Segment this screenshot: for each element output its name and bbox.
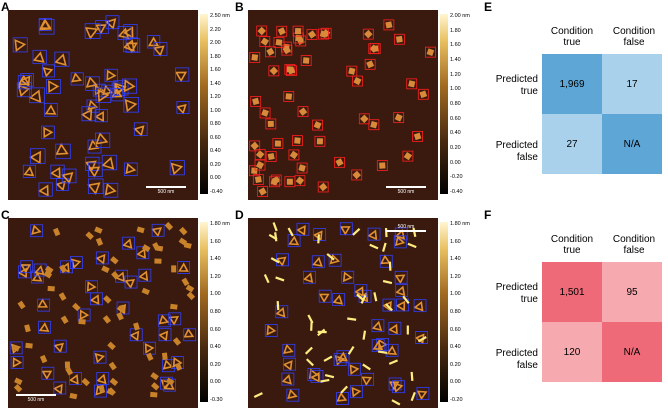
colorbar-tick-label: 1.00: [210, 107, 221, 114]
colorbar-tick-label: -0.20: [450, 397, 463, 403]
colorbar-tick-label: 1.80 nm: [450, 221, 470, 227]
colorbar-d: [440, 222, 448, 402]
colorbar-tick-label: 0.00: [450, 379, 461, 386]
colorbar-c: [200, 222, 208, 402]
cell-false-positive: 95: [602, 262, 662, 322]
colorbar-tick-label: 2.50 nm: [210, 13, 230, 19]
colorbar-tick-label: 1.40: [450, 57, 461, 63]
cell-false-negative: 120: [542, 322, 602, 382]
colorbar-b: [440, 14, 448, 194]
colorbar-tick-label: 0.80: [210, 309, 221, 315]
confusion-matrix-f: Condition true Condition false Predicted…: [480, 218, 668, 408]
colorbar-tick-label: 0.20: [210, 361, 221, 368]
colorbar-tick-label: 0.20: [210, 161, 221, 168]
scale-bar-c: 500 nm: [16, 394, 56, 403]
colorbar-tick-label: 1.00: [450, 86, 461, 93]
cell-false-negative: 27: [542, 114, 602, 174]
colorbar-tick-label: 0.40: [450, 130, 461, 137]
colorbar-tick-label: 1.80: [450, 27, 461, 34]
col-header-condition-false: Condition false: [612, 26, 656, 48]
row-header-predicted-true: Predicted true: [495, 74, 538, 97]
colorbar-tick-label: 1.80: [210, 53, 221, 60]
cell-true-negative: N/A: [602, 322, 662, 382]
afm-image-d: 500 nm: [248, 218, 438, 408]
colorbar-ticks-b: 2.00 nm 1.80 1.60 1.40 1.20 1.00 0.80 0.60 0.40 0…: [450, 13, 474, 195]
colorbar-tick-label: 0.00: [210, 175, 221, 182]
colorbar-tick-label: 1.60: [450, 238, 461, 245]
colorbar-tick-label: -0.40: [210, 189, 223, 195]
colorbar-tick-label: 1.60: [210, 67, 221, 74]
panel-label-d: D: [235, 208, 244, 222]
panel-label-a: A: [1, 0, 10, 14]
colorbar-tick-label: 2.20: [210, 26, 221, 33]
colorbar-tick-label: 0.60: [450, 115, 461, 122]
colorbar-tick-label: 1.80 nm: [210, 221, 230, 227]
colorbar-tick-label: 1.40: [450, 256, 461, 263]
colorbar-tick-label: 0.00: [210, 379, 221, 386]
colorbar-tick-label: 0.60: [210, 134, 221, 141]
colorbar-tick-label: 1.40: [210, 256, 221, 263]
row-header-predicted-true: Predicted true: [495, 282, 538, 305]
colorbar-tick-label: 1.20: [210, 94, 221, 101]
scale-bar-d: 500 nm: [386, 224, 426, 233]
colorbar-tick-label: 0.80: [450, 309, 461, 315]
cell-true-positive: 1,501: [542, 262, 602, 322]
cell-true-positive: 1,969: [542, 54, 602, 114]
colorbar-a: [200, 14, 208, 194]
colorbar-ticks-c: 1.80 nm 1.60 1.40 1.20 1.00 0.80 0.60 0.40 0.20 0…: [210, 221, 234, 403]
scale-bar-a: 500 nm: [146, 186, 186, 195]
colorbar-ticks-d: 1.80 nm 1.60 1.40 1.20 1.00 0.80 0.60 0.40 0.20 0…: [450, 221, 474, 403]
panel-label-b: B: [235, 0, 244, 14]
afm-image-c: 500 nm: [8, 218, 198, 408]
colorbar-tick-label: 0.40: [210, 148, 221, 155]
colorbar-tick-label: 1.60: [210, 238, 221, 245]
colorbar-tick-label: 0.20: [450, 361, 461, 368]
colorbar-tick-label: 0.80: [450, 101, 461, 107]
cell-true-negative: N/A: [602, 114, 662, 174]
colorbar-tick-label: 1.60: [450, 42, 461, 49]
colorbar-tick-label: 2.00: [210, 40, 221, 47]
colorbar-tick-label: 0.60: [450, 326, 461, 333]
col-header-condition-false: Condition false: [612, 234, 656, 256]
colorbar-tick-label: -0.30: [210, 397, 223, 403]
colorbar-tick-label: 1.00: [210, 291, 221, 298]
colorbar-tick-label: 0.40: [210, 344, 221, 351]
col-header-condition-true: Condition true: [550, 26, 594, 48]
panel-label-e: E: [484, 0, 493, 14]
colorbar-tick-label: 2.00 nm: [450, 13, 470, 19]
row-header-predicted-false: Predicted false: [495, 140, 538, 163]
afm-image-b: 500 nm: [248, 10, 438, 200]
afm-image-a: 500 nm: [8, 10, 198, 200]
colorbar-tick-label: -0.20: [450, 174, 463, 181]
col-header-condition-true: Condition true: [550, 234, 594, 256]
colorbar-tick-label: 1.40: [210, 80, 221, 87]
panel-label-f: F: [484, 208, 492, 222]
colorbar-tick-label: 0.60: [210, 326, 221, 333]
panel-label-c: C: [1, 208, 10, 222]
cell-false-positive: 17: [602, 54, 662, 114]
colorbar-tick-label: 0.20: [450, 145, 461, 151]
colorbar-tick-label: 1.20: [450, 273, 461, 280]
colorbar-tick-label: 1.20: [210, 273, 221, 280]
colorbar-tick-label: 1.20: [450, 71, 461, 78]
colorbar-ticks-a: 2.50 nm 2.20 2.00 1.80 1.60 1.40 1.20 1.00 0.80 0…: [210, 13, 234, 195]
confusion-matrix-e: Condition true Condition false Predicted…: [480, 10, 668, 200]
colorbar-tick-label: 1.00: [450, 291, 461, 298]
colorbar-tick-label: 0.40: [450, 344, 461, 351]
row-header-predicted-false: Predicted false: [495, 348, 538, 371]
colorbar-tick-label: 0.00: [450, 159, 461, 166]
scale-bar-b: 500 nm: [386, 186, 426, 195]
colorbar-tick-label: -0.40: [450, 189, 463, 195]
colorbar-tick-label: 0.80: [210, 121, 221, 128]
